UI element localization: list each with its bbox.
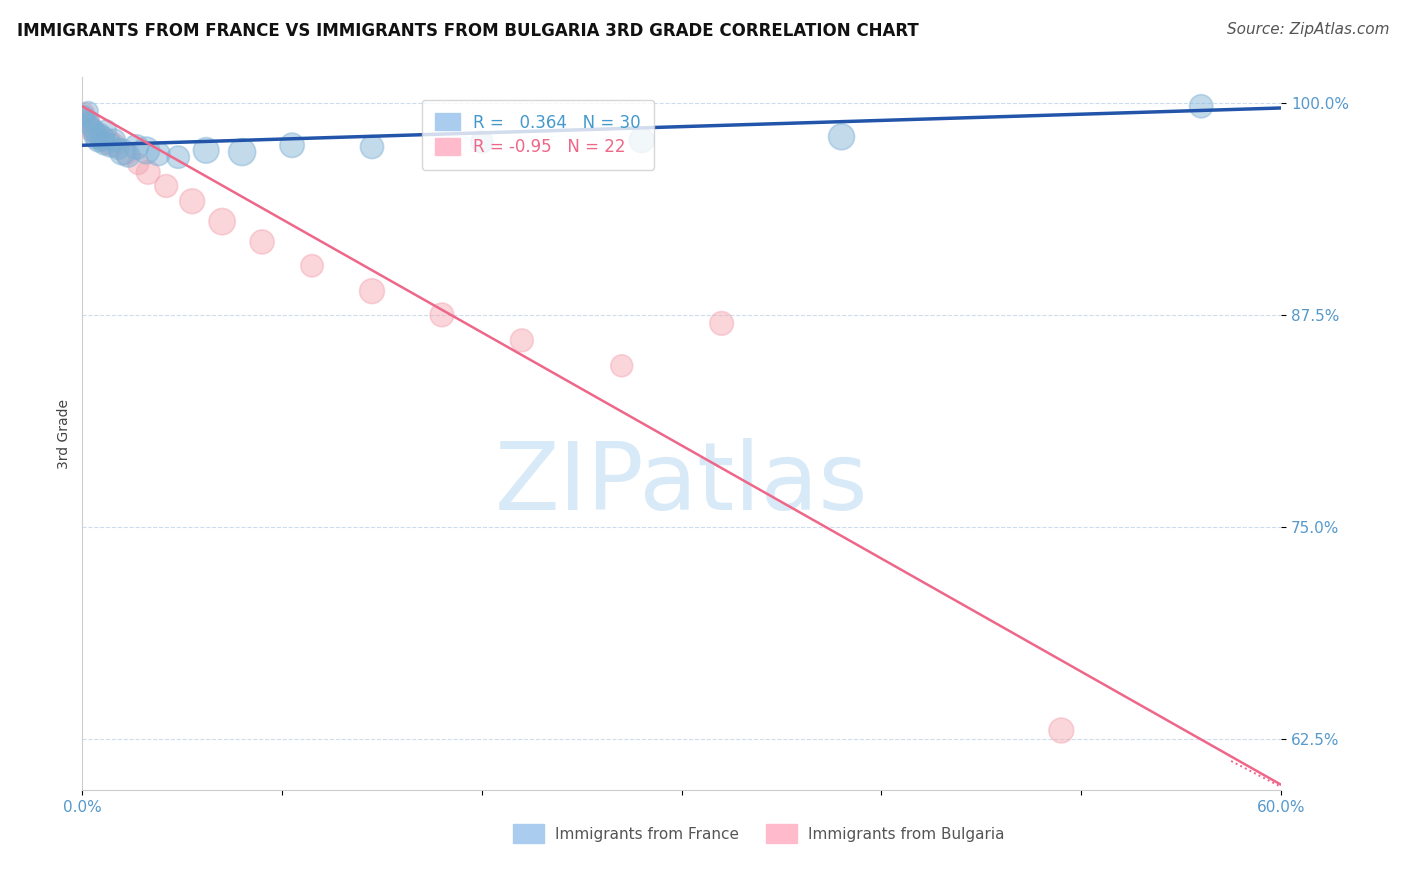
Text: ZIPatlas: ZIPatlas: [495, 437, 869, 530]
Text: Immigrants from Bulgaria: Immigrants from Bulgaria: [808, 827, 1005, 842]
Point: [430, 308, 453, 322]
Point: [84, 129, 107, 144]
Point: [148, 146, 170, 161]
Point: [103, 138, 125, 153]
Point: [195, 144, 218, 158]
Point: [471, 135, 494, 149]
Point: [77, 116, 100, 130]
Point: [75, 112, 97, 127]
Point: [610, 359, 633, 373]
Point: [125, 140, 148, 154]
Point: [73, 106, 96, 120]
Point: [167, 150, 190, 164]
Point: [98, 138, 121, 153]
Point: [111, 145, 134, 159]
Point: [82, 121, 104, 136]
Point: [831, 129, 853, 144]
Point: [91, 131, 114, 145]
Point: [103, 133, 125, 147]
Point: [1189, 99, 1212, 113]
Point: [115, 146, 138, 161]
Point: [117, 148, 139, 162]
Point: [127, 157, 149, 171]
Point: [510, 334, 533, 348]
Point: [107, 142, 129, 156]
Text: IMMIGRANTS FROM FRANCE VS IMMIGRANTS FROM BULGARIA 3RD GRADE CORRELATION CHART: IMMIGRANTS FROM FRANCE VS IMMIGRANTS FRO…: [17, 22, 918, 40]
Point: [83, 125, 105, 139]
Point: [82, 123, 104, 137]
Point: [136, 165, 159, 179]
Point: [84, 127, 107, 141]
Point: [135, 144, 157, 158]
Text: Source: ZipAtlas.com: Source: ZipAtlas.com: [1226, 22, 1389, 37]
Point: [231, 145, 253, 159]
Point: [710, 317, 733, 331]
Point: [96, 123, 118, 137]
Point: [97, 135, 120, 149]
Point: [155, 179, 177, 194]
Point: [1050, 723, 1073, 738]
Point: [281, 138, 304, 153]
Point: [77, 104, 100, 119]
Point: [630, 133, 652, 147]
Point: [73, 108, 96, 122]
Point: [181, 194, 204, 209]
Legend: R =   0.364   N = 30, R = -0.95   N = 22: R = 0.364 N = 30, R = -0.95 N = 22: [422, 100, 654, 169]
Point: [301, 259, 323, 273]
Text: Immigrants from France: Immigrants from France: [555, 827, 740, 842]
Point: [361, 284, 384, 298]
Point: [361, 140, 384, 154]
Point: [91, 131, 114, 145]
Y-axis label: 3rd Grade: 3rd Grade: [58, 399, 72, 468]
Point: [77, 116, 100, 130]
Point: [79, 112, 101, 127]
Point: [250, 235, 273, 249]
Point: [87, 133, 110, 147]
Point: [75, 111, 97, 125]
Point: [93, 136, 115, 151]
Point: [89, 127, 111, 141]
Point: [211, 214, 233, 228]
